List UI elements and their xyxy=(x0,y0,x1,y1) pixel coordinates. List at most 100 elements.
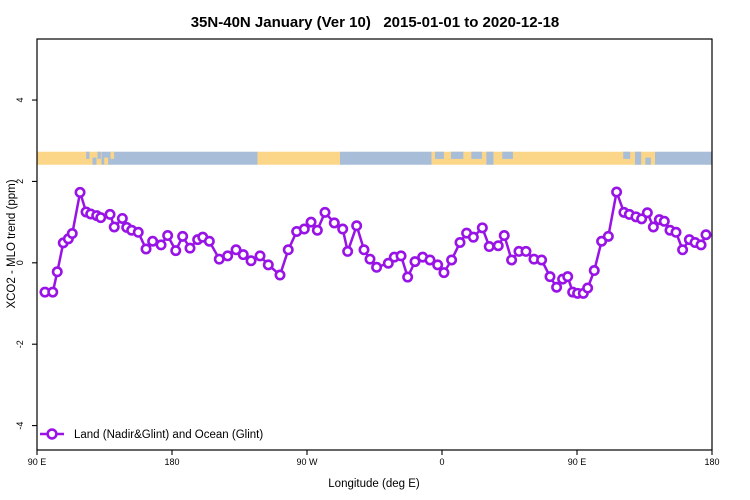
map-strip-patch xyxy=(486,151,494,165)
x-axis-ticks: 90 E 180 90 W 0 90 E 180 xyxy=(28,450,720,467)
data-point-marker xyxy=(66,228,78,240)
map-strip-land-segment xyxy=(257,151,340,165)
data-point-marker xyxy=(544,271,556,283)
legend-circle-marker-icon xyxy=(46,428,58,440)
data-point-marker xyxy=(446,254,458,266)
data-point-marker xyxy=(382,257,394,269)
map-strip-patch xyxy=(104,157,109,165)
data-point-marker xyxy=(177,230,189,242)
legend xyxy=(40,428,64,440)
x-tick-label: 90 W xyxy=(296,457,318,467)
data-point-marker xyxy=(647,221,659,233)
map-strip-land-segment xyxy=(37,151,84,165)
data-point-marker xyxy=(700,229,712,241)
data-point-marker xyxy=(108,221,120,233)
map-strip-patch xyxy=(450,151,464,159)
map-strip-patch xyxy=(97,151,101,159)
data-point-marker xyxy=(371,261,383,273)
data-point-marker xyxy=(328,217,340,229)
data-point-marker xyxy=(520,245,532,257)
data-point-marker xyxy=(611,186,623,198)
data-point-marker xyxy=(274,269,286,281)
data-point-marker xyxy=(506,254,518,266)
data-point-marker xyxy=(438,267,450,279)
data-point-marker xyxy=(695,239,707,251)
data-point-marker xyxy=(562,271,574,283)
data-point-marker xyxy=(262,259,274,271)
plot-frame xyxy=(36,38,713,451)
data-point-marker xyxy=(483,241,495,253)
y-tick-label: -2 xyxy=(15,340,25,348)
data-point-marker xyxy=(536,254,548,266)
data-point-marker xyxy=(337,223,349,235)
legend-label: Land (Nadir&Glint) and Ocean (Glint) xyxy=(74,429,263,441)
data-point-marker xyxy=(677,244,689,256)
y-tick-label: 4 xyxy=(15,98,25,103)
map-strip-patch xyxy=(634,151,642,165)
map-strip-patch xyxy=(86,151,90,159)
data-point-marker xyxy=(395,250,407,262)
x-tick-label: 180 xyxy=(704,457,719,467)
data-point-marker xyxy=(74,186,86,198)
data-point-marker xyxy=(364,253,376,265)
data-series xyxy=(39,186,712,299)
data-point-marker xyxy=(492,240,504,252)
x-tick-label: 180 xyxy=(164,457,179,467)
data-point-marker xyxy=(476,222,488,234)
data-point-marker xyxy=(132,226,144,238)
data-point-marker xyxy=(467,231,479,243)
land-ocean-map-strip xyxy=(37,151,712,165)
data-point-marker xyxy=(602,230,614,242)
x-tick-label: 90 E xyxy=(28,457,47,467)
data-point-marker xyxy=(670,226,682,238)
data-point-marker xyxy=(170,245,182,257)
data-point-marker xyxy=(230,244,242,256)
data-point-marker xyxy=(319,206,331,218)
map-strip-patch xyxy=(471,151,482,159)
data-point-marker xyxy=(254,250,266,262)
data-point-marker xyxy=(409,256,421,268)
data-point-marker xyxy=(245,255,257,267)
data-point-marker xyxy=(588,265,600,277)
data-point-marker xyxy=(342,245,354,257)
data-point-marker xyxy=(104,208,116,220)
map-strip-patch xyxy=(623,151,631,159)
data-point-marker xyxy=(51,266,63,278)
x-tick-label: 0 xyxy=(439,457,444,467)
chart-title: 35N-40N January (Ver 10) 2015-01-01 to 2… xyxy=(191,14,560,31)
data-point-marker xyxy=(282,244,294,256)
data-point-marker xyxy=(47,286,59,298)
map-strip-ocean-segment xyxy=(119,151,258,165)
data-point-marker xyxy=(498,230,510,242)
data-point-marker xyxy=(147,235,159,247)
data-point-marker xyxy=(222,250,234,262)
y-tick-label: 2 xyxy=(15,179,25,184)
data-point-marker xyxy=(155,239,167,251)
data-point-marker xyxy=(424,254,436,266)
data-point-marker xyxy=(298,223,310,235)
map-strip-patch xyxy=(435,151,444,159)
map-strip-patch xyxy=(502,151,513,159)
data-point-marker xyxy=(551,281,563,293)
data-point-marker xyxy=(305,216,317,228)
data-point-marker xyxy=(184,242,196,254)
data-point-marker xyxy=(658,215,670,227)
map-strip-land-segment xyxy=(520,151,621,165)
y-tick-label: 0 xyxy=(15,260,25,265)
data-point-marker xyxy=(95,212,107,224)
data-point-marker xyxy=(582,282,594,294)
data-point-marker xyxy=(237,249,249,261)
data-point-marker xyxy=(351,220,363,232)
y-axis-ticks: -4 -2 0 2 4 xyxy=(15,98,37,430)
data-point-marker xyxy=(116,212,128,224)
data-point-marker xyxy=(358,244,370,256)
data-point-marker xyxy=(311,224,323,236)
data-point-marker xyxy=(454,236,466,248)
data-point-marker xyxy=(203,235,215,247)
map-strip-ocean-segment xyxy=(655,151,712,165)
data-point-marker xyxy=(162,230,174,242)
y-tick-label: -4 xyxy=(15,422,25,430)
y-axis-label: XCO2 - MLO trend (ppm) xyxy=(6,179,18,308)
map-strip-ocean-segment xyxy=(340,151,432,165)
data-point-marker xyxy=(641,207,653,219)
